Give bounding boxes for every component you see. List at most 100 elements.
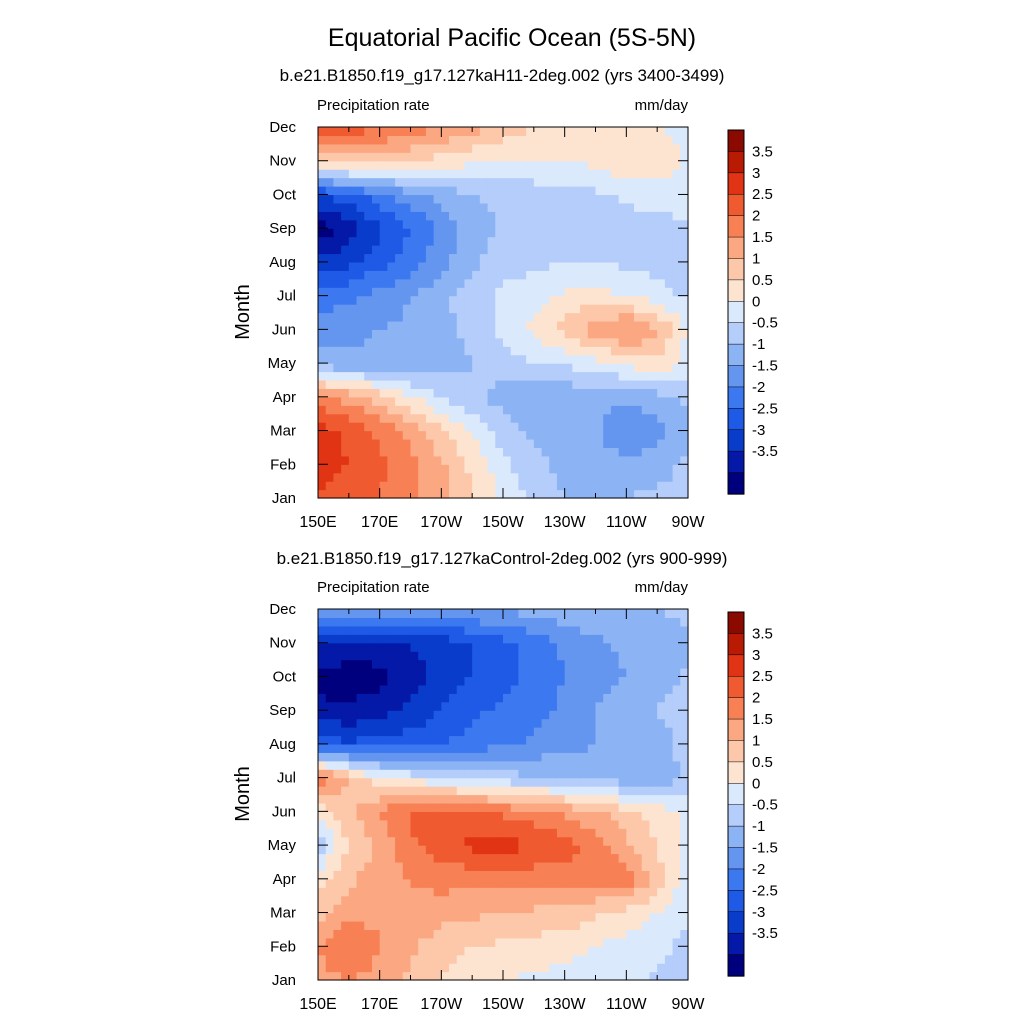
heat-cell [587, 186, 597, 196]
heat-cell [387, 287, 396, 297]
heat-cell [664, 845, 674, 855]
heat-cell [333, 202, 342, 212]
heat-cell [634, 371, 643, 381]
heat-cell [634, 354, 643, 364]
heat-cell [587, 413, 597, 423]
heat-cell [556, 261, 566, 271]
heat-cell [487, 946, 496, 956]
heat-cell [618, 651, 627, 661]
heat-cell [364, 954, 373, 964]
heat-cell [341, 455, 350, 465]
heat-cell [595, 760, 604, 770]
heat-cell [449, 971, 458, 981]
heat-cell [680, 312, 689, 322]
heat-cell [472, 320, 481, 330]
heat-cell [433, 388, 442, 398]
heat-cell [441, 836, 450, 846]
heat-cell [425, 684, 435, 694]
heat-cell [464, 760, 473, 770]
heat-cell [587, 853, 597, 863]
heat-cell [595, 405, 604, 415]
heat-cell [603, 329, 612, 339]
heat-cell [526, 743, 535, 753]
heat-cell [472, 253, 481, 263]
y-tick-label: May [268, 837, 297, 854]
heat-cell [533, 937, 543, 947]
heat-cell [356, 836, 365, 846]
heat-cell [418, 819, 427, 829]
heat-cell [364, 819, 373, 829]
heat-cell [649, 769, 658, 779]
heat-cell [572, 278, 581, 288]
heat-cell [626, 464, 635, 474]
heat-cell [564, 472, 573, 482]
heat-cell [572, 346, 581, 356]
heat-cell [379, 320, 388, 330]
heat-cell [487, 811, 496, 821]
heat-cell [318, 455, 327, 465]
heat-cell [603, 760, 612, 770]
heat-cell [572, 954, 581, 964]
y-tick-label: Dec [269, 601, 296, 618]
heat-cell [364, 135, 373, 145]
heat-cell [580, 853, 589, 863]
heat-cell [487, 954, 496, 964]
heat-cell [564, 152, 573, 162]
heat-cell [379, 895, 388, 905]
heat-cell [672, 489, 681, 499]
heat-cell [333, 287, 342, 297]
heat-cell [556, 287, 566, 297]
heat-cell [526, 413, 535, 423]
heat-cell [410, 684, 419, 694]
heat-cell [664, 710, 674, 720]
heat-cell [464, 320, 473, 330]
heat-cell [418, 287, 427, 297]
heat-cell [587, 912, 597, 922]
heat-cell [595, 329, 604, 339]
heat-cell [641, 194, 651, 204]
heat-cell [341, 270, 350, 280]
heat-cell [649, 693, 658, 703]
heat-cell [595, 312, 604, 322]
heat-cell [395, 853, 404, 863]
heat-cell [333, 177, 342, 187]
heat-cell [441, 710, 450, 720]
heat-cell [634, 752, 643, 762]
colorbar-box [727, 322, 745, 345]
heat-cell [487, 617, 496, 627]
heat-cell [510, 169, 520, 179]
heat-cell [595, 422, 604, 432]
heat-cell [595, 920, 604, 931]
heat-cell [495, 186, 504, 196]
heat-cell [626, 489, 635, 499]
heat-cell [618, 853, 627, 863]
heat-cell [395, 270, 404, 280]
heat-cell [325, 760, 335, 770]
heat-cell [495, 920, 504, 931]
heat-cell [333, 870, 342, 880]
heat-cell [395, 651, 404, 661]
heat-cell [333, 743, 342, 753]
heat-cell [526, 186, 535, 196]
heat-cell [441, 853, 450, 863]
heat-cell [341, 447, 350, 457]
heat-cell [603, 777, 612, 787]
heat-cell [325, 177, 335, 187]
heat-cell [556, 878, 566, 888]
heat-cell [371, 802, 381, 812]
heat-cell [503, 261, 512, 271]
heat-cell [680, 371, 689, 381]
heat-cell [664, 253, 674, 263]
heat-cell [379, 160, 388, 170]
heat-cell [572, 194, 581, 204]
heat-cell [549, 769, 558, 779]
heat-cell [626, 971, 635, 981]
heat-cell [333, 270, 342, 280]
heat-cell [325, 642, 335, 652]
heat-cell [433, 127, 442, 137]
heat-cell [418, 684, 427, 694]
heat-cell [472, 346, 481, 356]
heat-cell [364, 202, 373, 212]
heat-cell [410, 954, 419, 964]
heat-cell [510, 312, 520, 322]
